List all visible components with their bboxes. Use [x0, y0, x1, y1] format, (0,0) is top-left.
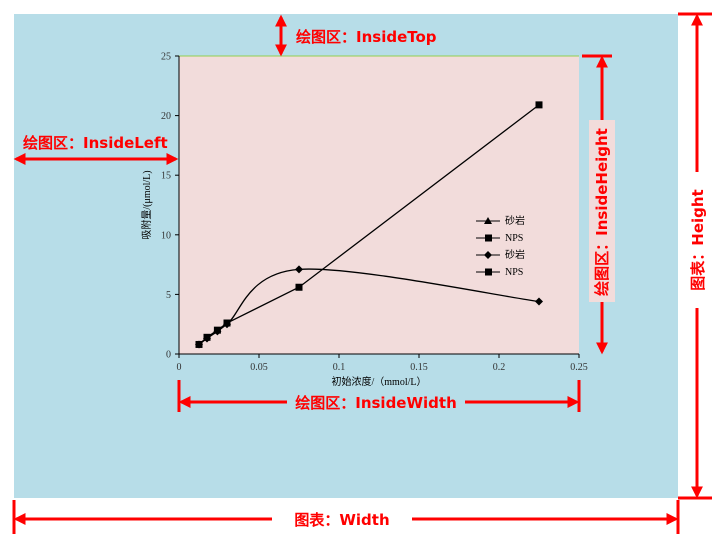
data-point-diamond: [295, 265, 303, 274]
x-tick-label: 0.1: [333, 362, 346, 373]
y-tick-label: 0: [166, 350, 171, 361]
x-tick-label: 0.15: [410, 362, 428, 373]
inside-width-label-bg: [287, 391, 465, 413]
legend-label-1: 砂岩: [505, 214, 525, 227]
legend-label-4: NPS: [505, 267, 523, 278]
inside-left-label: 绘图区：InsideLeft: [23, 134, 168, 152]
y-axis-title: 吸附量/(μmol/L): [140, 170, 153, 239]
inside-width-label: 绘图区：InsideWidth: [295, 394, 457, 412]
inside-height-label-bg: [589, 120, 615, 302]
inside-top-label: 绘图区：InsideTop: [296, 28, 437, 46]
legend-label-2: NPS: [505, 233, 523, 244]
data-point-square: [195, 340, 203, 348]
legend-label-3: 砂岩: [505, 248, 525, 261]
inside-height-label: 绘图区：InsideHeight: [593, 128, 611, 296]
legend: 砂岩 NPS 砂岩 NPS: [476, 214, 525, 278]
y-tick-label: 20: [161, 111, 171, 122]
y-tick-label: 15: [161, 171, 171, 182]
plot-area: [179, 56, 579, 354]
legend-marker-triangle: [484, 217, 492, 224]
chart-height-label: 图表：Height: [689, 189, 707, 290]
data-point-square: [203, 333, 211, 341]
data-point-square: [535, 101, 543, 109]
x-tick-label: 0.05: [250, 362, 268, 373]
y-tick-label: 10: [161, 230, 171, 241]
y-tick-label: 5: [166, 290, 171, 301]
chart-height-label-bg: [685, 172, 711, 308]
chart-width-label: 图表：Width: [294, 511, 389, 529]
data-point-square: [223, 319, 231, 327]
x-tick-label: 0.25: [570, 362, 588, 373]
x-axis-title: 初始浓度/（mmol/L）: [332, 375, 427, 388]
x-tick-label: 0: [177, 362, 182, 373]
legend-marker-square-1: [485, 234, 492, 242]
legend-marker-square-2: [485, 268, 492, 276]
legend-marker-diamond: [484, 251, 492, 259]
chart-width-label-bg: [272, 507, 412, 531]
data-point-square: [213, 326, 221, 334]
data-point-diamond: [535, 297, 543, 306]
data-point-square: [295, 283, 303, 291]
x-tick-label: 0.2: [493, 362, 506, 373]
y-tick-label: 25: [161, 52, 171, 63]
